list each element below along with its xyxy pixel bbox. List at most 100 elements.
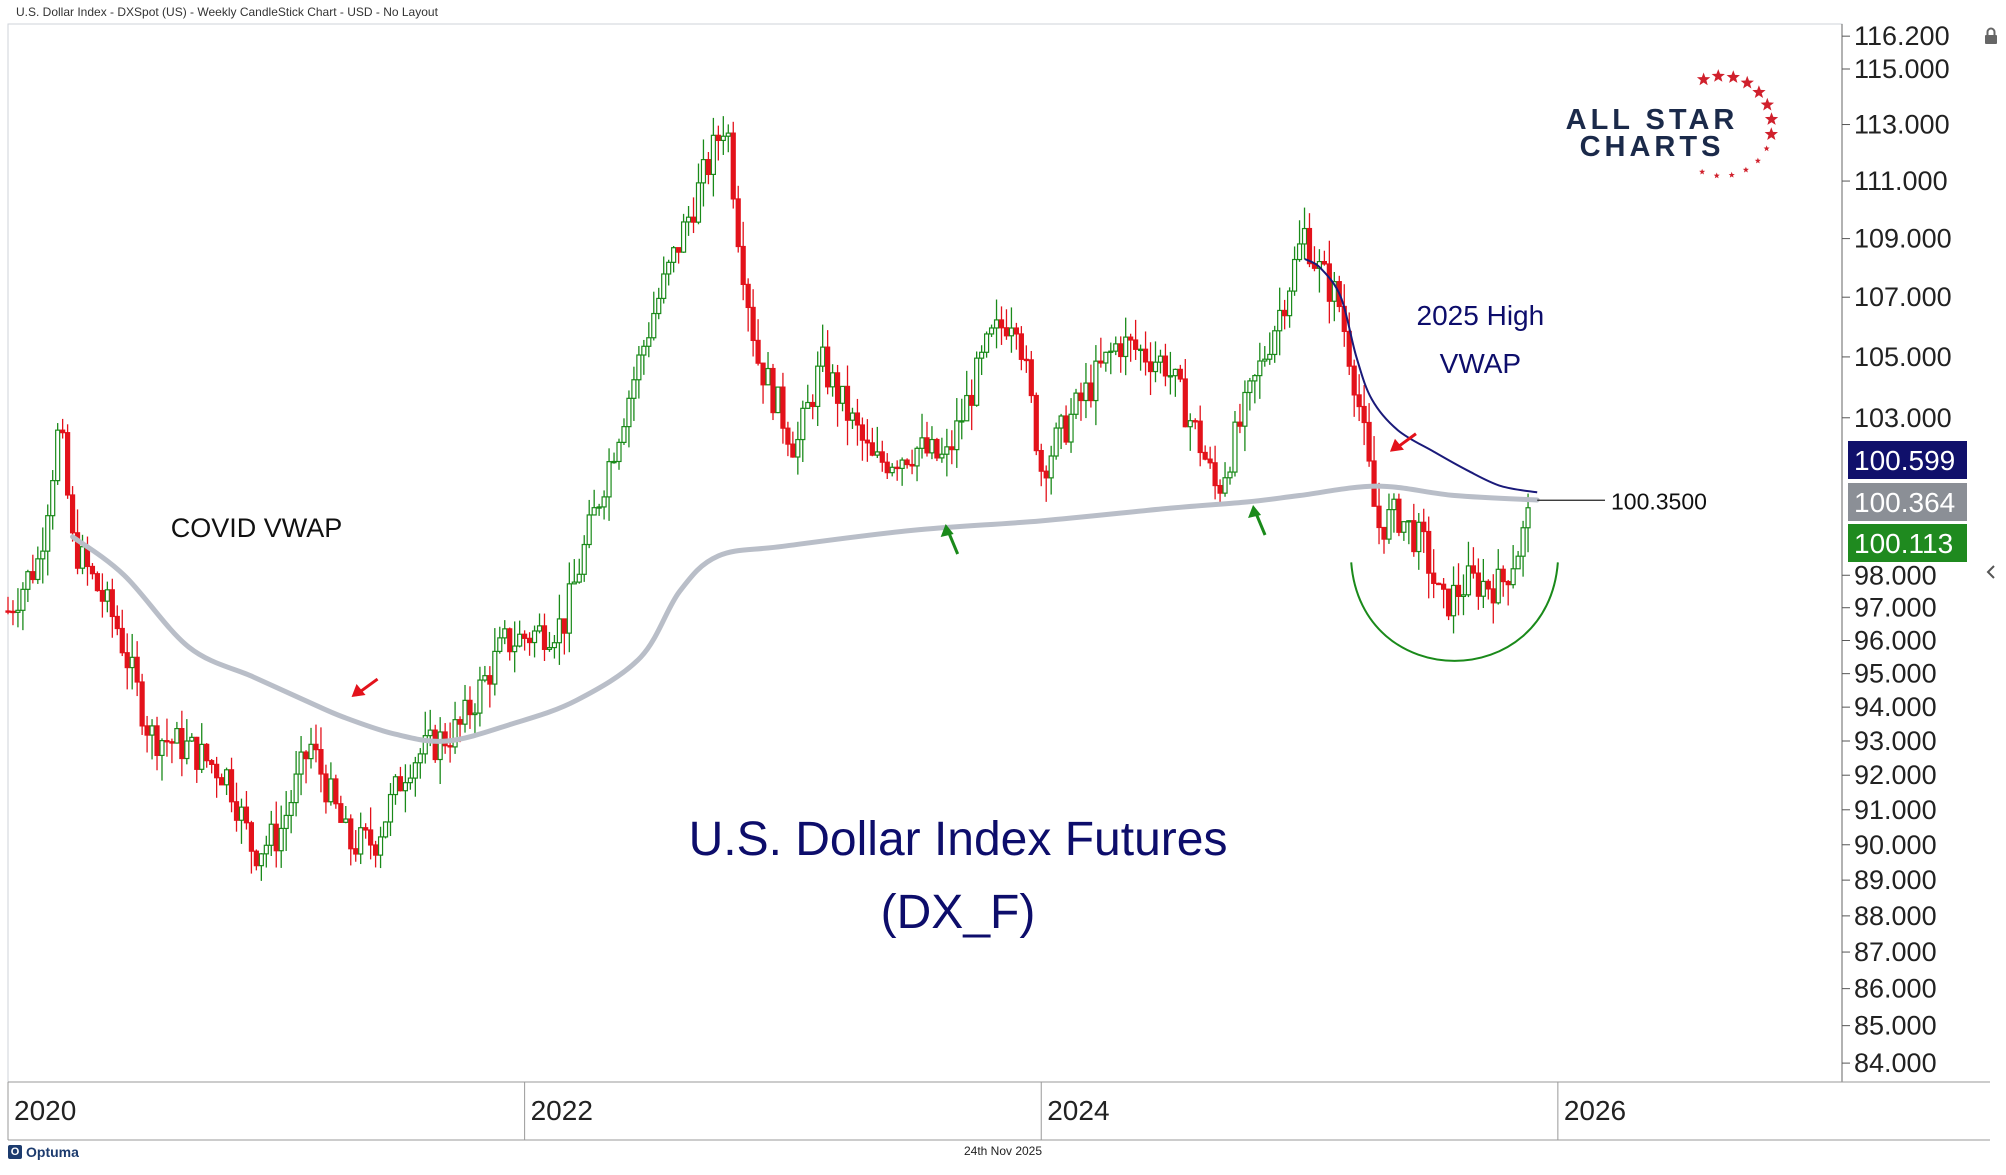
candle-body xyxy=(1391,498,1397,511)
candle-body xyxy=(1436,582,1442,586)
star-icon xyxy=(1740,75,1754,89)
candle-body xyxy=(368,829,374,846)
candle xyxy=(929,426,935,460)
candle-body xyxy=(1460,594,1467,597)
candle-body xyxy=(35,558,41,581)
candle xyxy=(949,430,955,465)
y-tick-label: 87.000 xyxy=(1854,937,1937,967)
y-tick-label: 86.000 xyxy=(1854,974,1937,1004)
candle-body xyxy=(144,725,150,736)
candle-body xyxy=(437,731,443,761)
star-icon xyxy=(1752,85,1766,98)
candle xyxy=(377,826,384,869)
candle xyxy=(1262,346,1268,367)
candle xyxy=(368,807,374,860)
candle xyxy=(20,582,26,631)
candle-body xyxy=(1212,462,1218,487)
candle xyxy=(1515,551,1521,570)
candle xyxy=(671,245,677,273)
candle-body xyxy=(10,610,16,614)
candle-body xyxy=(1038,449,1044,472)
candle xyxy=(343,806,349,824)
candle-body xyxy=(333,778,339,805)
candle-body xyxy=(1073,392,1079,415)
candle xyxy=(1520,520,1526,577)
candle-body xyxy=(273,823,279,852)
arrow-head xyxy=(351,684,366,698)
candle-body xyxy=(1525,507,1531,529)
candle-body xyxy=(353,848,359,855)
candle-body xyxy=(432,729,438,761)
candle-body xyxy=(1475,572,1481,597)
lock-icon[interactable] xyxy=(1980,24,2002,48)
candle xyxy=(760,362,766,404)
candle-body xyxy=(556,618,562,644)
chevron-left-icon[interactable] xyxy=(1980,560,2002,584)
candle xyxy=(556,594,562,665)
candle xyxy=(740,221,746,301)
candle-body xyxy=(40,550,46,560)
candle xyxy=(333,774,339,809)
candle xyxy=(392,774,399,805)
candle-body xyxy=(601,496,607,508)
candle-body xyxy=(512,645,518,653)
candle xyxy=(119,609,125,657)
candle-body xyxy=(1500,568,1506,583)
candle xyxy=(1296,220,1303,262)
candle-body xyxy=(993,319,1000,329)
candle xyxy=(730,121,736,209)
candle-body xyxy=(407,777,413,784)
candle xyxy=(10,600,16,626)
candle xyxy=(238,798,245,844)
candle-body xyxy=(1068,413,1074,443)
candle-body xyxy=(1450,584,1457,617)
candle-body xyxy=(1252,375,1258,382)
rounding-bottom-arc xyxy=(1350,562,1559,662)
candle-body xyxy=(1182,378,1188,428)
candle-body xyxy=(765,367,771,386)
candle xyxy=(1133,319,1139,360)
candle-body xyxy=(1048,455,1054,479)
candle-body xyxy=(1421,521,1427,533)
candle xyxy=(924,421,930,457)
candle xyxy=(616,438,622,470)
candle-body xyxy=(795,438,801,458)
candle-body xyxy=(974,357,980,406)
candle-body xyxy=(99,589,105,602)
high-vwap-annotation: VWAP xyxy=(1440,348,1521,379)
candle xyxy=(512,621,518,673)
candle xyxy=(1331,271,1337,322)
candle-body xyxy=(457,719,463,725)
candle-body xyxy=(770,367,776,414)
candle xyxy=(1247,377,1253,411)
candle-body xyxy=(154,725,160,757)
candle-body xyxy=(1490,588,1496,604)
candle xyxy=(1386,493,1392,544)
candle xyxy=(765,352,771,386)
candle xyxy=(586,499,592,549)
candle-body xyxy=(313,743,319,751)
candle-body xyxy=(561,618,567,634)
candle-body xyxy=(308,743,314,760)
candle-body xyxy=(149,725,155,736)
candle xyxy=(1485,579,1491,600)
candle xyxy=(1237,403,1243,434)
candle-body xyxy=(1053,427,1059,457)
candle xyxy=(641,339,647,375)
candle xyxy=(50,470,56,530)
candle xyxy=(1431,549,1437,599)
candle xyxy=(407,764,413,790)
candle-body xyxy=(1202,451,1208,460)
y-tick-label: 107.000 xyxy=(1854,282,1952,312)
candle xyxy=(1207,446,1213,469)
candle xyxy=(611,452,617,464)
candle xyxy=(919,413,925,459)
candle xyxy=(1232,410,1238,477)
candle xyxy=(1013,322,1020,350)
candle-body xyxy=(775,386,781,414)
candle-body xyxy=(79,546,86,569)
candle-body xyxy=(477,679,483,714)
high-vwap-2025-line xyxy=(1304,258,1538,494)
candle-body xyxy=(1058,415,1064,429)
